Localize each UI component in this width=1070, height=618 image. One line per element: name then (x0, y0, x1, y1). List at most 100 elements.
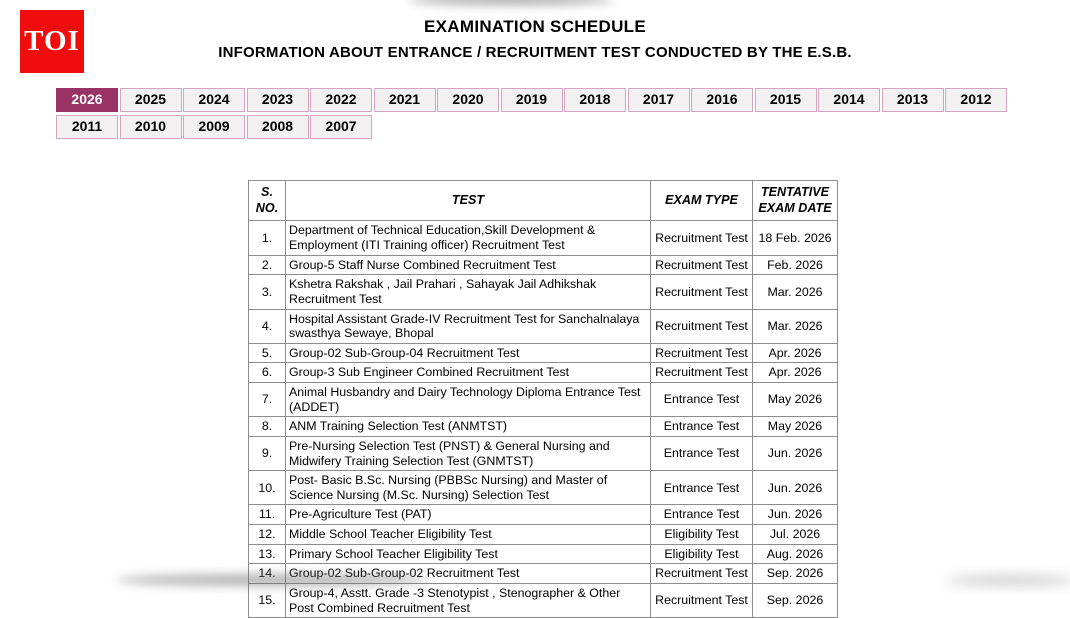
toi-logo: TOI (20, 10, 84, 73)
year-tab[interactable]: 2019 (500, 88, 563, 112)
year-tab[interactable]: 2012 (945, 88, 1007, 112)
cell-serial-no: 14. (248, 563, 286, 584)
col-header-exam-type: EXAM TYPE (650, 179, 753, 222)
shadow-artifact-top (408, 0, 613, 5)
year-tab[interactable]: 2009 (183, 115, 245, 139)
cell-exam-type: Recruitment Test (650, 220, 753, 256)
cell-exam-type: Recruitment Test (650, 308, 753, 344)
cell-test-name: Group-02 Sub-Group-04 Recruitment Test (285, 342, 651, 364)
cell-serial-no: 3. (248, 274, 286, 310)
year-tab[interactable]: 2020 (437, 88, 499, 112)
col-header-sno: S. NO. (248, 179, 286, 222)
cell-test-name: Group-02 Sub-Group-02 Recruitment Test (285, 563, 651, 584)
cell-serial-no: 10. (248, 470, 286, 506)
cell-serial-no: 9. (248, 435, 286, 472)
cell-exam-date: Jun. 2026 (752, 470, 838, 506)
schedule-table-container: S. NO. TEST EXAM TYPE TENTATIVE EXAM DAT… (248, 179, 838, 618)
table-row: 6. Group-3 Sub Engineer Combined Recruit… (248, 362, 838, 384)
table-row: 3. Kshetra Rakshak , Jail Prahari , Saha… (248, 274, 838, 310)
cell-test-name: Group-5 Staff Nurse Combined Recruitment… (285, 254, 651, 276)
cell-test-name: Kshetra Rakshak , Jail Prahari , Sahayak… (285, 274, 651, 310)
year-tab-bar: 2026 2025 2024 2023 2022 2021 2020 2019 2018 2017… (56, 88, 1036, 142)
cell-serial-no: 8. (248, 416, 286, 437)
cell-serial-no: 15. (248, 582, 286, 618)
year-tab[interactable]: 2017 (627, 88, 690, 112)
year-tab[interactable]: 2015 (754, 88, 817, 112)
year-tab[interactable]: 2016 (691, 88, 753, 112)
cell-exam-type: Recruitment Test (650, 582, 753, 618)
toi-logo-text: TOI (24, 25, 80, 57)
cell-serial-no: 12. (248, 524, 286, 545)
cell-test-name: Pre-Agriculture Test (PAT) (285, 504, 651, 526)
col-header-test: TEST (285, 179, 651, 222)
cell-exam-date: Jun. 2026 (752, 504, 838, 526)
cell-serial-no: 7. (248, 382, 286, 418)
cell-exam-date: Apr. 2026 (752, 342, 838, 364)
cell-exam-date: Mar. 2026 (752, 274, 838, 310)
cell-serial-no: 1. (248, 220, 286, 256)
cell-exam-date: Mar. 2026 (752, 308, 838, 344)
table-row: 1. Department of Technical Education,Ski… (248, 220, 838, 256)
cell-exam-date: Jul. 2026 (752, 524, 838, 545)
cell-test-name: Hospital Assistant Grade-IV Recruitment … (285, 308, 651, 344)
cell-exam-date: Aug. 2026 (752, 543, 838, 565)
year-tab[interactable]: 2007 (310, 115, 372, 139)
table-row: 12. Middle School Teacher Eligibility Te… (248, 524, 838, 545)
cell-serial-no: 5. (248, 342, 286, 364)
cell-serial-no: 4. (248, 308, 286, 344)
year-tab[interactable]: 2018 (564, 88, 626, 112)
cell-serial-no: 6. (248, 362, 286, 384)
cell-test-name: Group-3 Sub Engineer Combined Recruitmen… (285, 362, 651, 384)
table-row: 15. Group-4, Asstt. Grade -3 Stenotypist… (248, 582, 838, 618)
year-tab[interactable]: 2008 (246, 115, 309, 139)
cell-test-name: Primary School Teacher Eligibility Test (285, 543, 651, 565)
table-row: 4. Hospital Assistant Grade-IV Recruitme… (248, 308, 838, 344)
table-row: 13. Primary School Teacher Eligibility T… (248, 543, 838, 565)
cell-exam-type: Entrance Test (650, 416, 753, 437)
year-tab[interactable]: 2025 (119, 88, 182, 112)
cell-test-name: Animal Husbandry and Dairy Technology Di… (285, 382, 651, 418)
cell-exam-type: Recruitment Test (650, 254, 753, 276)
cell-exam-type: Eligibility Test (650, 524, 753, 545)
year-tab[interactable]: 2022 (310, 88, 372, 112)
year-tab[interactable]: 2014 (818, 88, 880, 112)
cell-serial-no: 11. (248, 504, 286, 526)
cell-exam-type: Recruitment Test (650, 563, 753, 584)
cell-exam-date: Sep. 2026 (752, 563, 838, 584)
year-tab[interactable]: 2013 (881, 88, 944, 112)
table-row: 8. ANM Training Selection Test (ANMTST) … (248, 416, 838, 437)
cell-exam-date: Sep. 2026 (752, 582, 838, 618)
cell-exam-type: Recruitment Test (650, 274, 753, 310)
cell-test-name: Pre-Nursing Selection Test (PNST) & Gene… (285, 435, 651, 472)
cell-serial-no: 2. (248, 254, 286, 276)
table-row: 10. Post- Basic B.Sc. Nursing (PBBSc Nur… (248, 470, 838, 506)
cell-test-name: ANM Training Selection Test (ANMTST) (285, 416, 651, 437)
cell-exam-date: May 2026 (752, 416, 838, 437)
year-tab[interactable]: 2026 (56, 88, 118, 112)
schedule-table: S. NO. TEST EXAM TYPE TENTATIVE EXAM DAT… (248, 179, 838, 618)
year-tab[interactable]: 2010 (119, 115, 182, 139)
table-row: 11. Pre-Agriculture Test (PAT) Entrance … (248, 504, 838, 526)
cell-exam-type: Entrance Test (650, 435, 753, 472)
cell-exam-type: Entrance Test (650, 382, 753, 418)
page-subtitle: INFORMATION ABOUT ENTRANCE / RECRUITMENT… (218, 44, 852, 61)
cell-exam-type: Recruitment Test (650, 362, 753, 384)
shadow-artifact-bottom-right (946, 575, 1070, 586)
table-row: 5. Group-02 Sub-Group-04 Recruitment Tes… (248, 342, 838, 364)
year-tab[interactable]: 2023 (246, 88, 309, 112)
page-title: EXAMINATION SCHEDULE (424, 17, 646, 36)
table-row: 2. Group-5 Staff Nurse Combined Recruitm… (248, 254, 838, 276)
page-header: EXAMINATION SCHEDULE INFORMATION ABOUT E… (0, 17, 1070, 61)
cell-exam-type: Eligibility Test (650, 543, 753, 565)
year-tab[interactable]: 2024 (183, 88, 245, 112)
cell-test-name: Middle School Teacher Eligibility Test (285, 524, 651, 545)
year-tab-row-1: 2026 2025 2024 2023 2022 2021 2020 2019 2018 2017… (56, 88, 1036, 112)
cell-test-name: Post- Basic B.Sc. Nursing (PBBSc Nursing… (285, 470, 651, 506)
year-tab[interactable]: 2021 (373, 88, 436, 112)
cell-exam-type: Entrance Test (650, 470, 753, 506)
year-tab[interactable]: 2011 (56, 115, 118, 139)
table-row: 9. Pre-Nursing Selection Test (PNST) & G… (248, 435, 838, 472)
cell-serial-no: 13. (248, 543, 286, 565)
cell-exam-date: Feb. 2026 (752, 254, 838, 276)
